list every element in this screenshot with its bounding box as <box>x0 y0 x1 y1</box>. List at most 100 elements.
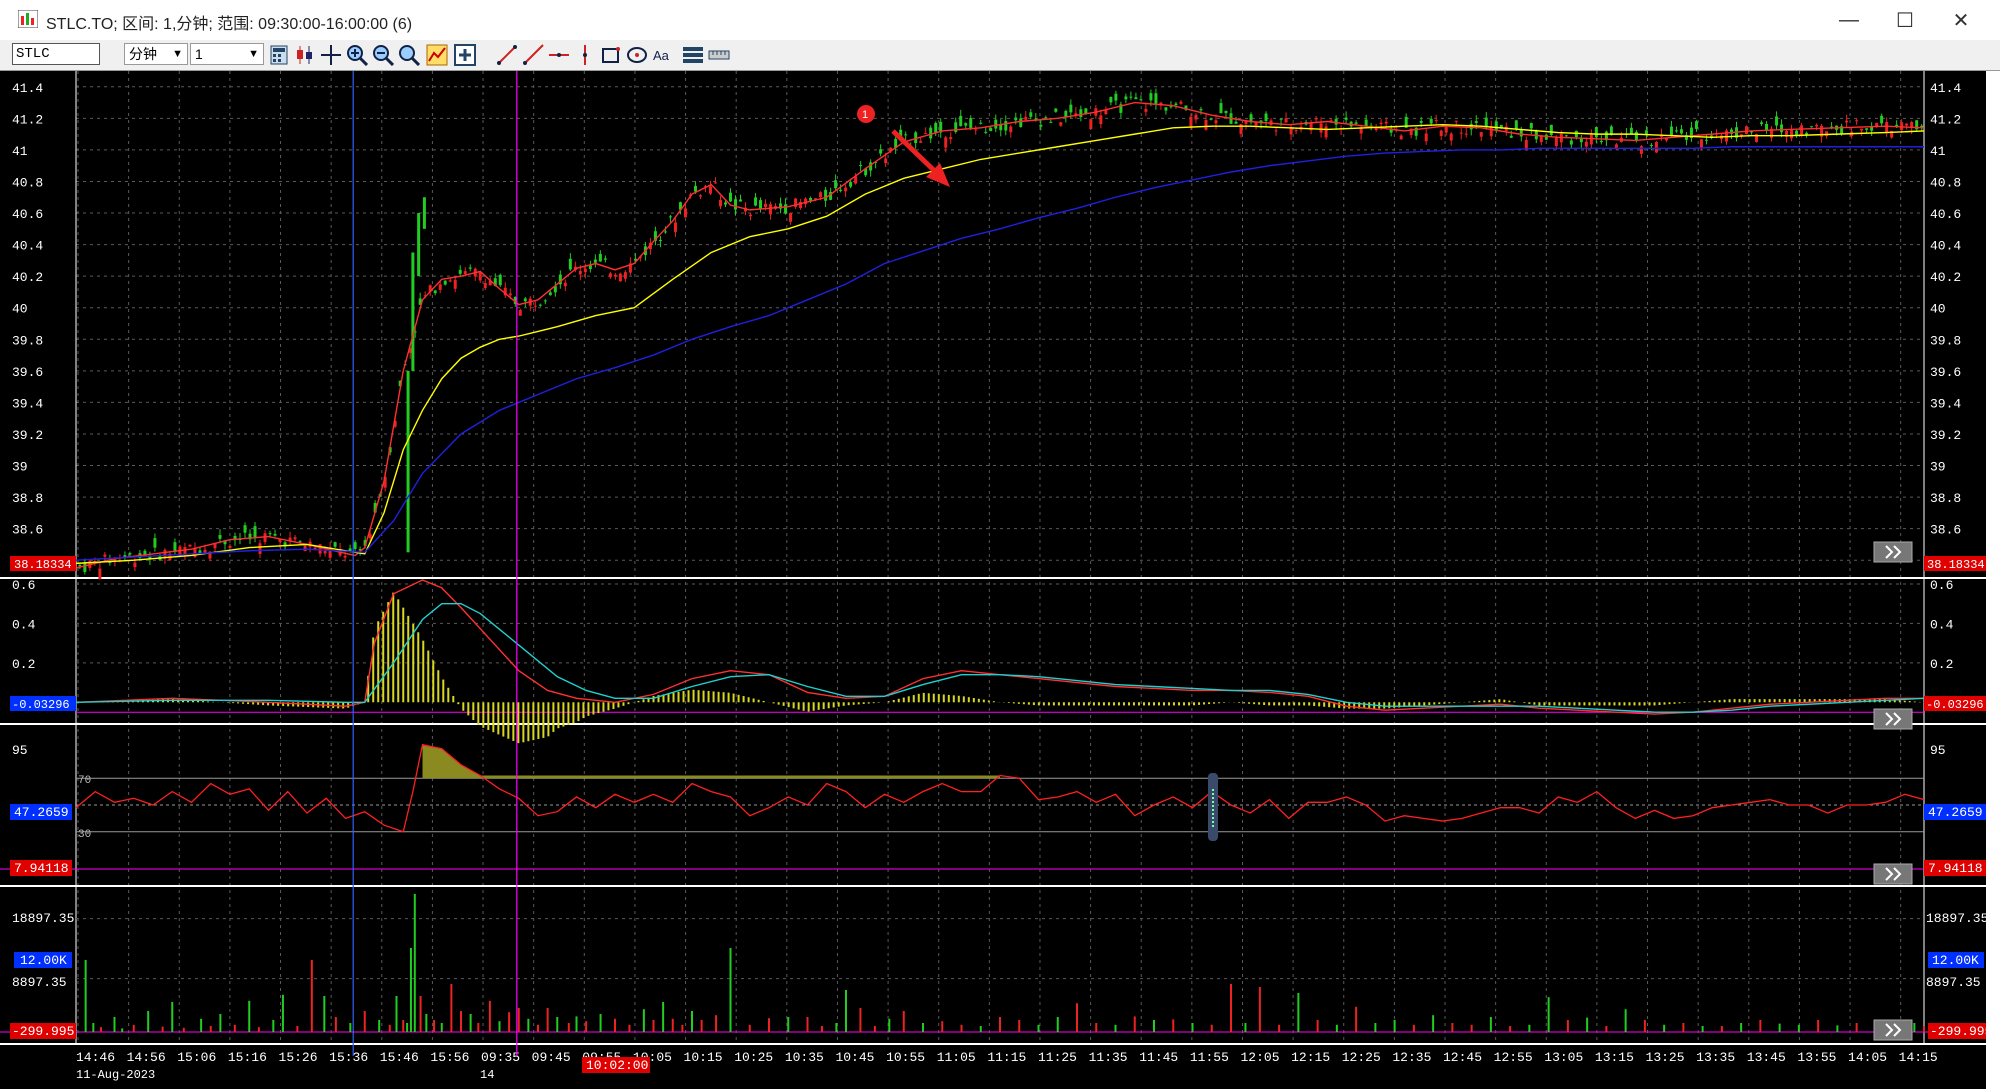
scroll-right-button[interactable] <box>1873 1019 1913 1041</box>
candle-body <box>1359 127 1363 134</box>
chevron-down-icon: ▼ <box>172 48 183 60</box>
calculator-icon[interactable] <box>268 44 290 66</box>
scroll-right-button[interactable] <box>1873 708 1913 730</box>
symbol-input[interactable]: STLC <box>12 43 100 65</box>
candle-body <box>353 542 357 549</box>
time-tick-label: 11:35 <box>1089 1050 1128 1065</box>
volume-lower-right-box <box>1928 1023 1986 1039</box>
time-tick-label: 10:45 <box>835 1050 874 1065</box>
ray-icon[interactable] <box>522 44 544 66</box>
minimize-icon[interactable]: — <box>1839 8 1859 31</box>
zoom-out-icon[interactable] <box>372 44 394 66</box>
volume-label-left-box <box>14 952 72 968</box>
candlestick-icon[interactable] <box>294 44 316 66</box>
close-icon[interactable]: ✕ <box>1952 9 1970 32</box>
candle-body <box>83 562 87 572</box>
time-tick-label: 13:15 <box>1595 1050 1634 1065</box>
candle-body <box>422 197 426 229</box>
price-label-left: 38.18334 <box>14 558 72 572</box>
candle-body <box>1910 122 1914 128</box>
candle-body <box>1674 130 1678 132</box>
macd-tick-left: 0.6 <box>12 578 35 593</box>
macd-tick-left: 0.2 <box>12 657 35 672</box>
zoom-in-icon[interactable] <box>346 44 368 66</box>
time-tick-label: 12:05 <box>1240 1050 1279 1065</box>
candle-body <box>924 132 928 134</box>
candle-body <box>1539 135 1543 143</box>
rsi-label-right: 47.2659 <box>1928 805 1983 820</box>
candle-body <box>1004 121 1008 131</box>
candle-body <box>1294 130 1298 132</box>
period-unit-select[interactable]: 分钟 ▼ <box>124 43 188 65</box>
text-icon[interactable]: Aa <box>652 44 674 66</box>
scroll-right-button[interactable] <box>1873 863 1913 885</box>
price-tick-left: 40.8 <box>12 175 43 190</box>
candle-body <box>413 331 417 333</box>
candle-body <box>1785 130 1789 137</box>
time-tick-label: 15:36 <box>329 1050 368 1065</box>
candle-body <box>1029 112 1033 117</box>
candle-body <box>723 202 727 205</box>
ruler-icon[interactable] <box>708 44 730 66</box>
trendline-icon[interactable] <box>496 44 518 66</box>
candle-body <box>1805 132 1809 135</box>
candle-body <box>1885 122 1889 133</box>
candle-body <box>698 195 702 197</box>
zoom-fit-icon[interactable] <box>398 44 420 66</box>
price-tick-left: 40.4 <box>12 239 43 254</box>
macd-label-left: -0.03296 <box>12 698 70 712</box>
horizontal-line-icon[interactable] <box>548 44 570 66</box>
candle-body <box>318 544 322 554</box>
stock-chart[interactable]: 41.4 41.2 41 40.8 40.6 40.4 40.2 40 39.8 39.6 39.4… <box>0 71 1986 1089</box>
candle-body <box>1474 121 1478 123</box>
add-indicator-icon[interactable] <box>454 44 476 66</box>
candle-body <box>1890 130 1894 138</box>
candle-body <box>143 550 147 556</box>
scroll-right-button[interactable] <box>1873 541 1913 563</box>
time-tick-label: 13:05 <box>1544 1050 1583 1065</box>
rectangle-icon[interactable] <box>600 44 622 66</box>
vertical-line-icon[interactable] <box>574 44 596 66</box>
time-tick-label: 15:16 <box>228 1050 267 1065</box>
annotation-marker[interactable] <box>857 105 875 123</box>
price-axis-right: 41.4 41.2 41 40.8 40.6 40.4 40.2 40 39.8 39.6 39.4… <box>1930 81 1961 569</box>
maximize-icon[interactable]: ☐ <box>1896 9 1914 32</box>
macd-panel: 0.6 0.6 0.4 0.4 0.2 0.2 <box>12 578 1954 744</box>
ema-fast-line <box>75 101 1925 569</box>
toolbar: STLC 分钟 ▼ 1 ▼ Aa <box>0 40 2000 71</box>
candle-body <box>1614 144 1618 150</box>
candle-body <box>1579 137 1583 143</box>
rsi-tick-95-right: 95 <box>1930 743 1946 758</box>
volume-panel <box>0 894 1986 1033</box>
panel-resize-handle[interactable] <box>1208 773 1218 841</box>
period-value-select[interactable]: 1 ▼ <box>190 43 264 65</box>
candle-body <box>1234 121 1238 124</box>
candle-body <box>1199 109 1203 111</box>
time-tick-label: 11:25 <box>1038 1050 1077 1065</box>
candle-body <box>183 547 187 555</box>
candle-body <box>173 542 177 552</box>
rsi-lower-left-box <box>10 860 72 876</box>
candle-body <box>78 565 82 567</box>
candle-body <box>999 124 1003 131</box>
candle-body <box>273 533 277 536</box>
rsi-label-right-box <box>1924 804 1986 820</box>
candle-body <box>293 537 297 540</box>
price-tick-left: 41 <box>12 144 28 159</box>
candle-body <box>103 554 107 557</box>
time-tick-label: 13:45 <box>1747 1050 1786 1065</box>
candle-body <box>633 258 637 261</box>
candle-body <box>1109 97 1113 103</box>
time-tick-label: 14:15 <box>1899 1050 1938 1065</box>
layout-icon[interactable] <box>682 44 704 66</box>
macd-label-right-box <box>1924 696 1986 711</box>
ellipse-icon[interactable] <box>626 44 648 66</box>
crosshair-icon[interactable] <box>320 44 342 66</box>
time-tick-label: 10:55 <box>886 1050 925 1065</box>
candle-body <box>814 198 818 200</box>
candle-body <box>428 285 432 292</box>
candle-body <box>1634 131 1638 141</box>
chart-type-icon[interactable] <box>426 44 448 66</box>
candle-body <box>994 119 998 129</box>
candle-body <box>1244 120 1248 124</box>
